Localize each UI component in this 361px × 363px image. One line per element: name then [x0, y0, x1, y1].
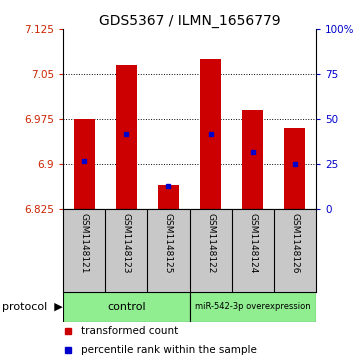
Bar	[116, 65, 137, 209]
Text: GSM1148122: GSM1148122	[206, 213, 215, 274]
Bar	[63, 292, 190, 322]
Text: transformed count: transformed count	[81, 326, 178, 336]
Bar	[242, 110, 263, 209]
Title: GDS5367 / ILMN_1656779: GDS5367 / ILMN_1656779	[99, 14, 280, 28]
Bar	[190, 292, 316, 322]
Text: miR-542-3p overexpression: miR-542-3p overexpression	[195, 302, 310, 311]
Text: control: control	[107, 302, 145, 312]
Text: protocol  ▶: protocol ▶	[3, 302, 63, 312]
Bar	[284, 128, 305, 209]
Text: percentile rank within the sample: percentile rank within the sample	[81, 345, 257, 355]
Text: GSM1148124: GSM1148124	[248, 213, 257, 274]
Text: GSM1148123: GSM1148123	[122, 213, 131, 274]
Bar	[158, 185, 179, 209]
Text: GSM1148121: GSM1148121	[80, 213, 89, 274]
Bar	[74, 119, 95, 209]
Text: GSM1148125: GSM1148125	[164, 213, 173, 274]
Bar	[200, 59, 221, 209]
Text: GSM1148126: GSM1148126	[290, 213, 299, 274]
